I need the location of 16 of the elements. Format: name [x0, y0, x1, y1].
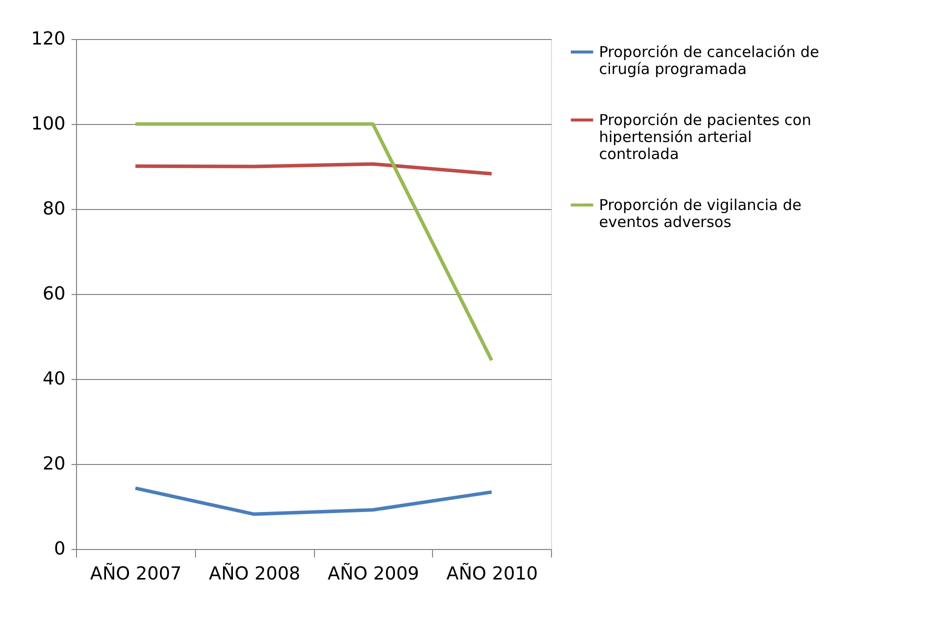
legend-label: Proporción de pacientes con hipertensión arterial controlada — [599, 111, 812, 163]
x-tick-label: AÑO 2008 — [208, 562, 300, 584]
y-tick-label: 40 — [42, 368, 66, 390]
y-tick-label: 100 — [31, 114, 66, 134]
y-tick-label: 20 — [42, 454, 66, 474]
x-tick-label: AÑO 2007 — [90, 562, 182, 584]
y-tick-label: 80 — [42, 198, 66, 220]
x-tick-label: AÑO 2009 — [328, 562, 420, 584]
y-tick-label: 60 — [42, 284, 66, 304]
y-tick-label: 0 — [54, 538, 66, 560]
line-series — [134, 486, 494, 516]
line-series — [134, 162, 494, 176]
legend-label: Proporción de vigilancia de eventos adversos — [599, 196, 802, 231]
x-tick-label: AÑO 2010 — [446, 562, 538, 584]
legend-label: Proporción de cancelación de cirugía programada — [599, 43, 820, 78]
y-tick-label: 120 — [31, 28, 66, 50]
